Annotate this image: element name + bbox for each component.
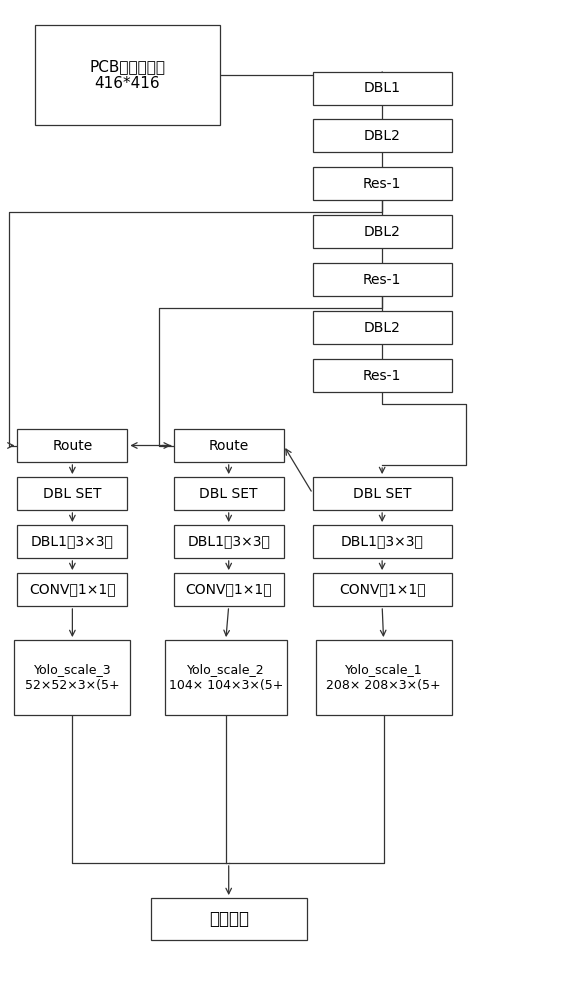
Bar bbox=[174, 429, 284, 462]
Bar bbox=[313, 573, 452, 606]
Text: PCB电子元件图
416*416: PCB电子元件图 416*416 bbox=[89, 59, 166, 91]
Text: Route: Route bbox=[52, 438, 93, 452]
Bar bbox=[313, 359, 452, 392]
Text: DBL2: DBL2 bbox=[364, 129, 401, 143]
Bar bbox=[17, 429, 127, 462]
Text: Res-1: Res-1 bbox=[363, 368, 401, 382]
Text: 输出结果: 输出结果 bbox=[208, 910, 249, 928]
Text: DBL SET: DBL SET bbox=[353, 487, 412, 501]
Bar bbox=[151, 898, 307, 940]
Bar bbox=[174, 525, 284, 558]
Bar bbox=[35, 25, 220, 125]
Bar bbox=[313, 119, 452, 152]
Bar bbox=[313, 477, 452, 510]
Text: DBL2: DBL2 bbox=[364, 320, 401, 334]
Text: Yolo_scale_3
52×52×3×(5+: Yolo_scale_3 52×52×3×(5+ bbox=[25, 664, 120, 692]
Bar bbox=[313, 167, 452, 200]
Text: Res-1: Res-1 bbox=[363, 176, 401, 190]
Text: Route: Route bbox=[208, 438, 249, 452]
Bar bbox=[313, 311, 452, 344]
Text: DBL1（3×3）: DBL1（3×3） bbox=[340, 534, 424, 548]
Text: DBL SET: DBL SET bbox=[43, 487, 102, 501]
Text: Yolo_scale_2
104× 104×3×(5+: Yolo_scale_2 104× 104×3×(5+ bbox=[168, 664, 283, 692]
Text: DBL SET: DBL SET bbox=[199, 487, 258, 501]
Bar bbox=[165, 640, 287, 715]
Text: Yolo_scale_1
208× 208×3×(5+: Yolo_scale_1 208× 208×3×(5+ bbox=[327, 664, 441, 692]
Text: Res-1: Res-1 bbox=[363, 273, 401, 287]
Text: CONV（1×1）: CONV（1×1） bbox=[339, 582, 426, 596]
Bar bbox=[316, 640, 452, 715]
Text: DBL1: DBL1 bbox=[364, 82, 401, 96]
Text: DBL1（3×3）: DBL1（3×3） bbox=[187, 534, 270, 548]
Bar bbox=[313, 263, 452, 296]
Text: CONV（1×1）: CONV（1×1） bbox=[29, 582, 116, 596]
Bar bbox=[17, 525, 127, 558]
Bar bbox=[174, 477, 284, 510]
Bar bbox=[313, 72, 452, 105]
Bar bbox=[313, 215, 452, 248]
Text: CONV（1×1）: CONV（1×1） bbox=[185, 582, 272, 596]
Text: DBL2: DBL2 bbox=[364, 225, 401, 238]
Bar bbox=[174, 573, 284, 606]
Bar bbox=[17, 573, 127, 606]
Bar bbox=[313, 525, 452, 558]
Bar bbox=[17, 477, 127, 510]
Text: DBL1（3×3）: DBL1（3×3） bbox=[31, 534, 114, 548]
Bar bbox=[14, 640, 130, 715]
